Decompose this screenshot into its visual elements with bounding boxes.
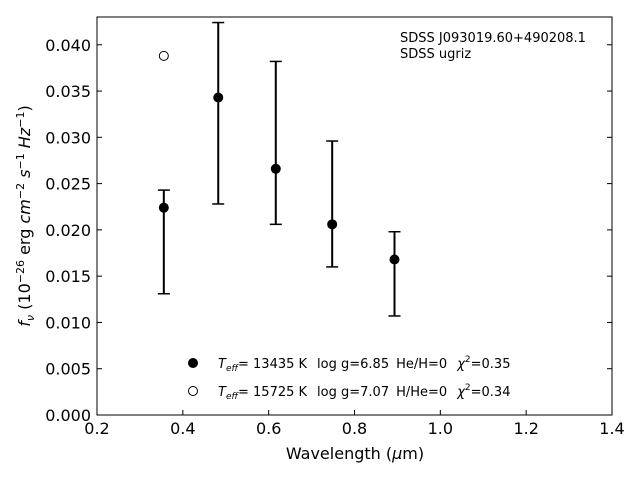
x-tick-label: 0.4 [170, 419, 195, 438]
data-point-open [158, 50, 169, 61]
x-axis-label: Wavelength (μm) [286, 444, 424, 463]
data-point-filled [158, 202, 169, 213]
y-tick-label: 0.025 [45, 175, 91, 194]
x-tick-label: 1.4 [599, 419, 624, 438]
data-point-filled [270, 163, 281, 174]
axes: 0.2 0.4 0.6 0.8 1.0 1.2 1.4 0.0000.0050.0100.0… [45, 16, 625, 438]
y-axis-label: fν (10−26 erg cm−2 s−1 Hz−1) [14, 105, 37, 326]
data-point-filled [389, 254, 400, 265]
y-tick-label: 0.000 [45, 406, 91, 425]
y-tick-label: 0.040 [45, 36, 91, 55]
x-tick-label: 1.0 [428, 419, 453, 438]
annotation-photometry: SDSS ugriz [400, 47, 471, 62]
y-tick-label: 0.035 [45, 82, 91, 101]
plot-frame [96, 16, 613, 416]
x-tick-label: 1.2 [513, 419, 538, 438]
legend-marker-open [188, 386, 198, 396]
data-point-filled [327, 219, 338, 230]
data-marks [157, 21, 401, 317]
y-tick-label: 0.010 [45, 313, 91, 332]
legend-marker-filled [188, 358, 198, 368]
y-tick-label: 0.030 [45, 128, 91, 147]
y-axis: 0.000 0.005 0.010 0.015 0.020 0.025 0.030 0.035… [45, 36, 612, 425]
y-tick-label: 0.005 [45, 360, 91, 379]
x-tick-label: 0.2 [84, 419, 109, 438]
y-tick-label: 0.020 [45, 221, 91, 240]
x-axis: 0.2 0.4 0.6 0.8 1.0 1.2 1.4 [84, 410, 625, 438]
x-tick-label: 0.8 [342, 419, 367, 438]
y-tick-label: 0.015 [45, 267, 91, 286]
x-tick-label: 0.6 [256, 419, 281, 438]
data-point-filled [213, 92, 224, 103]
annotation-object-name: SDSS J093019.60+490208.1 [400, 31, 586, 46]
